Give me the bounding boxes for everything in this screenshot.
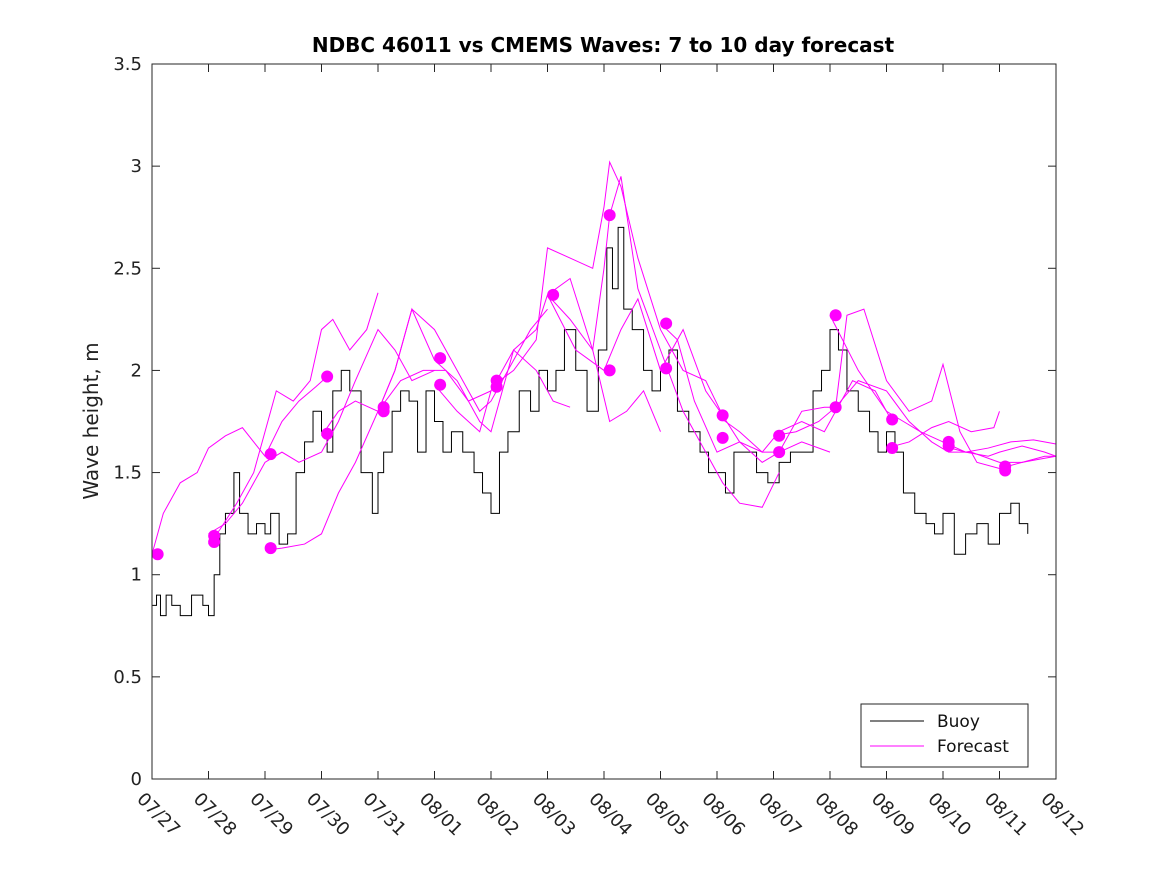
forecast-marker-17 <box>660 362 673 375</box>
forecast-run-line-4 <box>264 369 492 551</box>
forecast-marker-9 <box>377 401 390 414</box>
plot-area <box>151 160 1057 617</box>
forecast-run-line-8 <box>490 160 724 416</box>
forecast-marker-24 <box>829 401 842 414</box>
y-axis-label: Wave height, m <box>79 342 103 499</box>
forecast-marker-18 <box>660 317 673 330</box>
forecast-marker-3 <box>208 529 221 542</box>
legend-buoy-label: Buoy <box>937 712 980 732</box>
forecast-marker-4 <box>264 542 277 555</box>
forecast-run-line-16 <box>942 445 1057 457</box>
y-tick-label-7: 3.5 <box>113 54 142 75</box>
forecast-run-line-3 <box>208 328 435 535</box>
y-tick-label-4: 2 <box>131 360 142 381</box>
forecast-marker-23 <box>829 309 842 322</box>
y-tick-label-3: 1.5 <box>113 463 142 484</box>
forecast-marker-1 <box>151 548 164 561</box>
forecast-marker-14 <box>547 288 560 301</box>
legend: Buoy Forecast <box>860 703 1029 768</box>
forecast-run-line-6 <box>377 307 571 433</box>
forecast-run-line-2 <box>208 292 379 545</box>
forecast-marker-11 <box>434 352 447 365</box>
forecast-marker-6 <box>321 427 334 440</box>
y-tick-label-2: 1 <box>131 565 142 586</box>
forecast-marker-20 <box>716 409 729 422</box>
forecast-marker-30 <box>999 460 1012 473</box>
forecast-run-line-1 <box>151 376 328 555</box>
y-tick-label-5: 2.5 <box>113 258 142 279</box>
forecast-marker-21 <box>773 446 786 459</box>
forecast-marker-28 <box>942 435 955 448</box>
forecast-marker-10 <box>434 378 447 391</box>
forecast-marker-15 <box>603 364 616 377</box>
forecast-run-line-9 <box>547 176 780 508</box>
forecast-marker-16 <box>603 209 616 222</box>
y-tick-label-0: 0 <box>131 769 142 790</box>
legend-forecast-label: Forecast <box>937 737 1009 757</box>
forecast-marker-22 <box>773 429 786 442</box>
y-tick-label-6: 3 <box>131 156 142 177</box>
forecast-marker-26 <box>886 413 899 426</box>
chart-title: NDBC 46011 vs CMEMS Waves: 7 to 10 day f… <box>312 33 895 57</box>
legend-box <box>860 703 1029 768</box>
forecast-marker-13 <box>490 374 503 387</box>
y-tick-label-1: 0.5 <box>113 667 142 688</box>
buoy-series-line <box>152 226 1029 617</box>
forecast-marker-7 <box>321 370 334 383</box>
forecast-marker-19 <box>716 431 729 444</box>
forecast-run-line-15 <box>886 411 1000 449</box>
forecast-marker-5 <box>264 448 277 461</box>
forecast-marker-25 <box>886 442 899 455</box>
